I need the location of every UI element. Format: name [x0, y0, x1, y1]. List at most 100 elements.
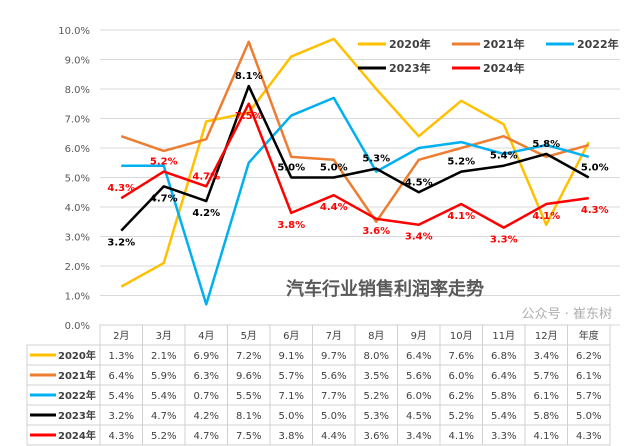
table-value: 7.2% [236, 351, 261, 362]
table-value: 9.1% [279, 351, 304, 362]
table-value: 6.4% [406, 351, 431, 362]
table-cell [567, 424, 611, 446]
y-tick-label: 0.0% [65, 321, 90, 332]
legend-item: 2023年 [358, 61, 431, 75]
x-category-label: 6月 [283, 330, 299, 342]
legend-item: 2022年 [546, 37, 619, 51]
table-value: 5.8% [534, 411, 559, 422]
legend-label: 2023年 [389, 61, 431, 75]
data-label: 3.3% [490, 235, 518, 246]
table-value: 6.8% [491, 351, 516, 362]
y-tick-label: 7.0% [65, 115, 90, 126]
data-label: 4.3% [581, 205, 609, 216]
series-line-2020年 [120, 37, 590, 288]
table-value: 5.2% [449, 411, 474, 422]
table-value: 5.0% [576, 411, 601, 422]
table-value: 5.2% [151, 431, 176, 442]
table-value: 5.0% [279, 411, 304, 422]
table-value: 5.0% [321, 411, 346, 422]
x-category-label: 4月 [198, 330, 214, 342]
y-tick-label: 1.0% [65, 292, 90, 303]
table-value: 3.4% [534, 351, 559, 362]
data-label: 5.0% [581, 163, 609, 174]
x-category-label: 2月 [113, 330, 129, 342]
table-value: 9.7% [321, 351, 346, 362]
table-value: 7.5% [236, 431, 261, 442]
table-value: 3.3% [491, 431, 516, 442]
table-value: 5.7% [279, 371, 304, 382]
table-value: 6.9% [194, 351, 219, 362]
table-value: 7.1% [279, 391, 304, 402]
table-series-name: 2023年 [58, 409, 96, 422]
series-line-2022年 [121, 96, 590, 306]
data-label: 5.2% [150, 157, 178, 168]
series-line-2024年 [120, 102, 589, 229]
data-label: 4.2% [192, 208, 220, 219]
data-label: 4.3% [107, 183, 135, 194]
table-value: 7.6% [449, 351, 474, 362]
table-value: 5.4% [151, 391, 176, 402]
x-category-label: 年度 [579, 329, 599, 342]
table-value: 4.1% [534, 431, 559, 442]
y-tick-label: 3.0% [65, 233, 90, 244]
table-value: 4.3% [109, 431, 134, 442]
table-value: 5.4% [491, 411, 516, 422]
data-label: 4.1% [447, 211, 475, 222]
legend-item: 2020年 [358, 37, 431, 51]
table-value: 9.6% [236, 371, 261, 382]
legend-label: 2024年 [483, 61, 525, 75]
data-label: 4.5% [405, 177, 433, 188]
table-value: 8.1% [236, 411, 261, 422]
y-tick-label: 10.0% [58, 26, 90, 37]
table-value: 5.7% [576, 391, 601, 402]
table-value: 7.7% [321, 391, 346, 402]
table-value: 3.2% [109, 411, 134, 422]
y-tick-label: 5.0% [65, 174, 90, 185]
table-value: 6.1% [534, 391, 559, 402]
data-label: 7.5% [235, 111, 263, 122]
table-value: 6.2% [449, 391, 474, 402]
data-label: 4.7% [192, 171, 220, 182]
table-value: 5.7% [534, 371, 559, 382]
legend-label: 2021年 [483, 37, 525, 51]
table-value: 6.1% [576, 371, 601, 382]
data-label: 3.2% [107, 238, 135, 249]
series-line-2021年 [120, 40, 590, 223]
table-value: 2.1% [151, 351, 176, 362]
data-label: 4.4% [320, 202, 348, 213]
y-tick-label: 9.0% [65, 56, 90, 67]
x-category-label: 5月 [241, 330, 257, 342]
table-value: 4.1% [449, 431, 474, 442]
data-label: 5.3% [362, 154, 390, 165]
table-series-name: 2021年 [58, 369, 96, 382]
table-value: 4.5% [406, 411, 431, 422]
data-label: 8.1% [235, 71, 263, 82]
table-value: 3.8% [279, 431, 304, 442]
data-label: 3.6% [362, 226, 390, 237]
x-category-label: 11月 [492, 330, 515, 342]
x-category-label: 3月 [156, 330, 172, 342]
x-category-label: 9月 [411, 330, 427, 342]
table-value: 4.7% [194, 431, 219, 442]
table-value: 5.6% [321, 371, 346, 382]
watermark: 公众号 · 崔东树 [522, 306, 612, 322]
table-value: 5.6% [406, 371, 431, 382]
table-value: 6.0% [406, 391, 431, 402]
data-label: 5.0% [277, 163, 305, 174]
data-label: 3.4% [405, 232, 433, 243]
chart-title: 汽车行业销售利润率走势 [286, 278, 484, 300]
table-value: 6.4% [109, 371, 134, 382]
table-series-name: 2022年 [58, 389, 96, 402]
x-category-label: 12月 [535, 330, 558, 342]
table-value: 6.4% [491, 371, 516, 382]
table-value: 1.3% [109, 351, 134, 362]
table-value: 3.4% [406, 431, 431, 442]
y-tick-label: 6.0% [65, 144, 90, 155]
data-label: 5.0% [320, 163, 348, 174]
x-category-label: 7月 [326, 330, 342, 342]
table-value: 5.5% [236, 391, 261, 402]
legend-label: 2020年 [389, 37, 431, 51]
table-value: 4.2% [194, 411, 219, 422]
table-value: 8.0% [364, 351, 389, 362]
table-value: 6.2% [576, 351, 601, 362]
